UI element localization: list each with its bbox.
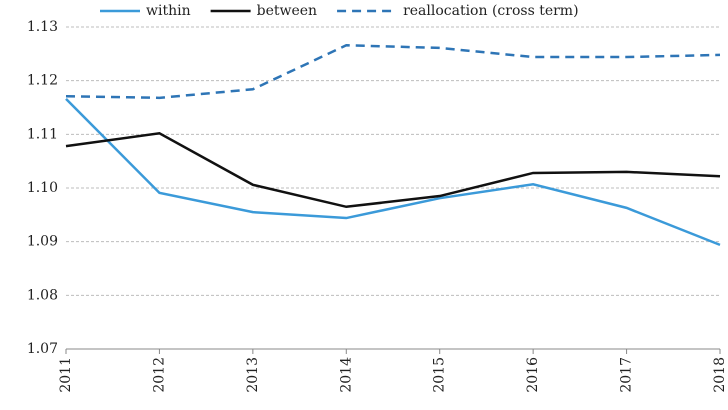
y-tick-label: 1.11 [27, 126, 58, 142]
series-line [65, 43, 721, 100]
y-tick-label: 1.12 [27, 73, 58, 89]
x-tick-label: 2011 [58, 357, 74, 393]
series-line [65, 131, 721, 209]
y-tick-label: 1.08 [27, 287, 58, 303]
x-tick-label: 2014 [338, 357, 354, 393]
legend-label: between [257, 3, 317, 19]
series-line [65, 98, 721, 247]
y-tick-label: 1.09 [27, 234, 58, 250]
x-tick-label: 2017 [619, 357, 635, 393]
legend-label: reallocation (cross term) [403, 3, 578, 19]
y-tick-label: 1.13 [27, 19, 58, 35]
y-tick-label: 1.10 [27, 180, 58, 196]
y-tick-label: 1.07 [27, 341, 58, 357]
legend-label: within [146, 3, 191, 19]
x-tick-label: 2013 [245, 357, 261, 393]
x-tick-label: 2016 [525, 357, 541, 393]
x-tick-label: 2015 [432, 357, 448, 393]
x-tick-label: 2018 [712, 357, 728, 393]
x-tick-label: 2012 [151, 357, 167, 393]
